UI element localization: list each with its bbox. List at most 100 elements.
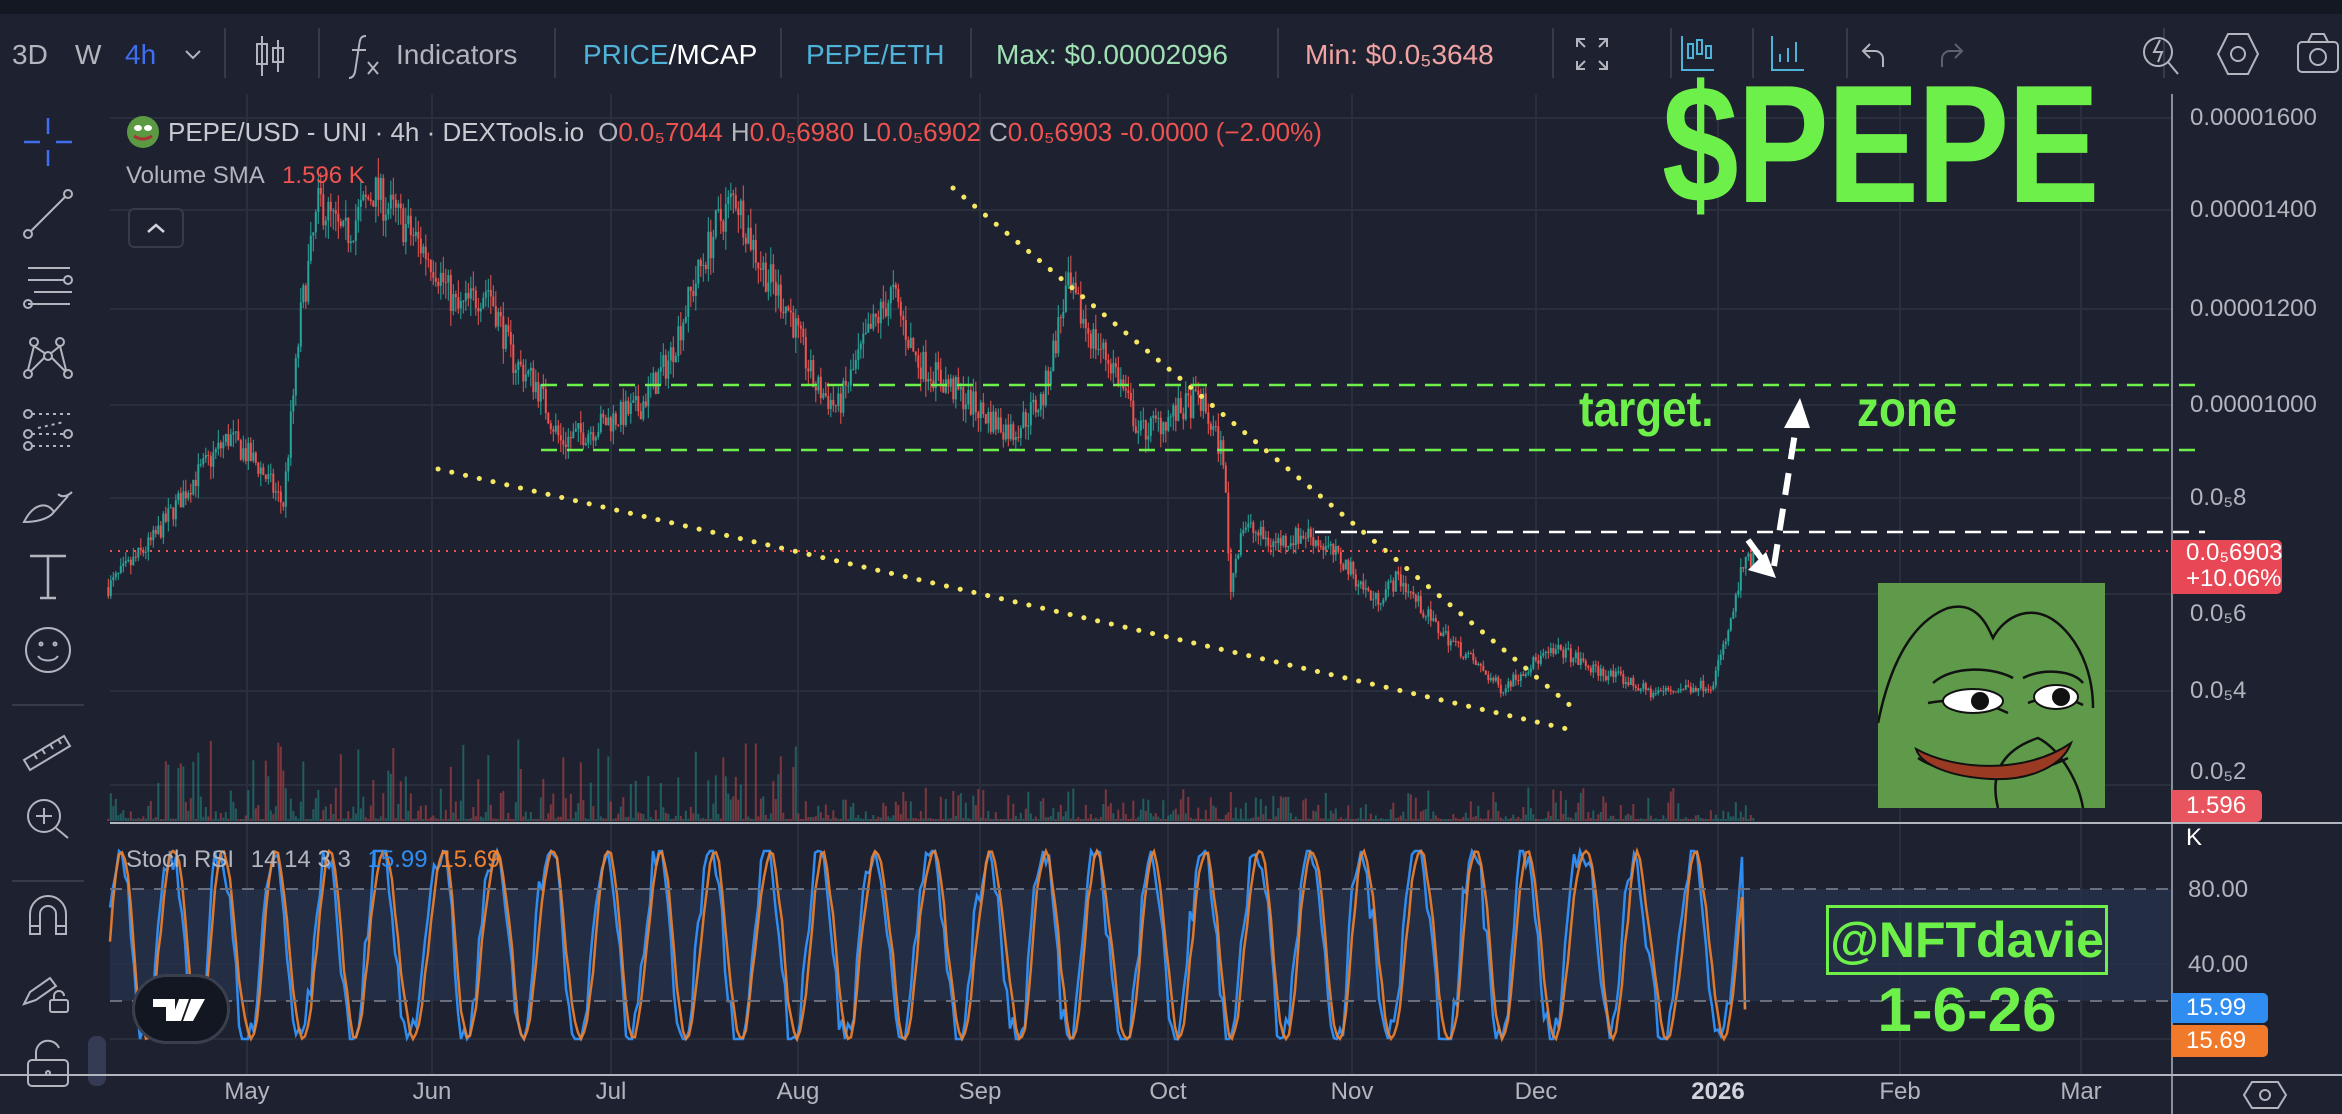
candle bbox=[1092, 328, 1095, 349]
candle bbox=[159, 525, 162, 538]
volume-bar bbox=[197, 752, 200, 821]
interval-w[interactable]: W bbox=[75, 39, 102, 70]
candle bbox=[247, 442, 250, 462]
alert-search-icon[interactable] bbox=[2140, 30, 2184, 80]
tradingview-logo[interactable] bbox=[132, 974, 230, 1044]
candle bbox=[359, 200, 362, 207]
fullscreen-icon[interactable] bbox=[1574, 36, 1610, 72]
lock-drawings-icon[interactable] bbox=[20, 960, 76, 1016]
volume-bar bbox=[854, 817, 857, 821]
volume-bar bbox=[467, 819, 470, 821]
candle bbox=[1629, 677, 1632, 685]
volume-bar bbox=[182, 766, 185, 821]
volume-bar bbox=[1392, 802, 1395, 821]
volume-bar bbox=[902, 791, 905, 821]
volume-bar bbox=[314, 798, 317, 821]
collapse-legend-button[interactable] bbox=[128, 208, 184, 248]
volume-bar bbox=[1479, 818, 1482, 821]
volume-bar bbox=[787, 818, 790, 821]
volume-bar bbox=[1312, 810, 1315, 821]
candle bbox=[734, 195, 737, 209]
volume-bar bbox=[1614, 818, 1617, 821]
volume-bar bbox=[862, 818, 865, 821]
pattern-icon[interactable] bbox=[20, 330, 76, 386]
axis-settings-icon[interactable] bbox=[2240, 1078, 2290, 1112]
candle bbox=[917, 355, 920, 368]
volume-bar bbox=[1319, 818, 1322, 821]
camera-icon[interactable] bbox=[2296, 32, 2340, 76]
volume-bar bbox=[699, 818, 702, 821]
date-annotation: 1-6-26 bbox=[1877, 976, 2057, 1045]
volume-bar bbox=[374, 818, 377, 821]
fx-icon[interactable] bbox=[344, 32, 384, 80]
volume-bar bbox=[482, 817, 485, 821]
candle bbox=[1309, 528, 1312, 538]
candle bbox=[1594, 664, 1597, 666]
volume-bar bbox=[764, 814, 767, 821]
interval-4h[interactable]: 4h bbox=[125, 39, 157, 70]
candle bbox=[407, 215, 410, 224]
candle bbox=[859, 343, 862, 350]
volume-bar bbox=[1742, 817, 1745, 821]
price-mcap-toggle[interactable]: PRICE/MCAP bbox=[583, 38, 757, 72]
chevron-down-icon[interactable] bbox=[184, 48, 202, 62]
candle bbox=[1384, 589, 1387, 600]
pair-switch-button[interactable]: PEPE/ETH bbox=[806, 39, 945, 70]
volume-bar bbox=[1272, 795, 1275, 821]
candle bbox=[164, 513, 167, 522]
volume-bar bbox=[1162, 800, 1165, 821]
candle bbox=[1289, 543, 1292, 547]
candle bbox=[1269, 545, 1272, 547]
volume-bar bbox=[152, 818, 155, 821]
volume-bar bbox=[149, 800, 152, 821]
ruler-icon[interactable] bbox=[20, 720, 76, 776]
volume-bar bbox=[1109, 803, 1112, 821]
candle bbox=[1262, 526, 1265, 540]
price-tick: 0.00001400 bbox=[2190, 196, 2317, 223]
time-tick: Dec bbox=[1514, 1078, 1558, 1105]
candle bbox=[897, 288, 900, 302]
volume-bar bbox=[1434, 815, 1437, 821]
candle-style-icon[interactable] bbox=[254, 34, 286, 78]
chart-candles-icon[interactable] bbox=[1680, 34, 1716, 74]
candle bbox=[1129, 393, 1132, 401]
candle bbox=[644, 401, 647, 407]
volume-bar bbox=[1604, 802, 1607, 821]
volume-bar bbox=[884, 806, 887, 821]
crosshair-icon[interactable] bbox=[20, 114, 76, 170]
candle bbox=[1442, 632, 1445, 636]
volume-bar bbox=[367, 818, 370, 821]
volume-bar bbox=[299, 801, 302, 821]
undo-icon[interactable] bbox=[1860, 40, 1890, 70]
volume-bar bbox=[317, 789, 320, 821]
emoji-icon[interactable] bbox=[20, 622, 76, 678]
interval-3d[interactable]: 3D bbox=[12, 39, 48, 70]
candle bbox=[609, 417, 612, 432]
volume-bar bbox=[962, 817, 965, 821]
settings-icon[interactable] bbox=[2216, 30, 2260, 80]
candle bbox=[1482, 665, 1485, 671]
volume-bar bbox=[477, 779, 480, 821]
redo-icon[interactable] bbox=[1935, 40, 1965, 70]
brush-icon[interactable] bbox=[20, 476, 76, 532]
unlock-icon[interactable] bbox=[20, 1034, 76, 1090]
candle bbox=[1549, 648, 1552, 653]
volume-bar bbox=[1487, 810, 1490, 821]
magnet-icon[interactable] bbox=[20, 888, 76, 944]
text-icon[interactable] bbox=[20, 548, 76, 604]
volume-bar bbox=[652, 818, 655, 821]
volume-bar bbox=[319, 818, 322, 821]
forecast-icon[interactable] bbox=[20, 404, 76, 460]
volume-bar bbox=[1297, 818, 1300, 821]
candle bbox=[1297, 528, 1300, 544]
candle bbox=[1282, 535, 1285, 546]
indicators-button[interactable]: Indicators bbox=[396, 39, 518, 70]
volume-bar bbox=[497, 818, 500, 821]
scroll-handle[interactable] bbox=[88, 1036, 106, 1086]
chart-bars-icon[interactable] bbox=[1770, 34, 1806, 74]
zoom-in-icon[interactable] bbox=[20, 792, 76, 848]
trendline-icon[interactable] bbox=[20, 186, 76, 242]
horizontal-lines-icon[interactable] bbox=[20, 258, 76, 314]
candle bbox=[1572, 658, 1575, 663]
candle bbox=[1439, 632, 1442, 636]
